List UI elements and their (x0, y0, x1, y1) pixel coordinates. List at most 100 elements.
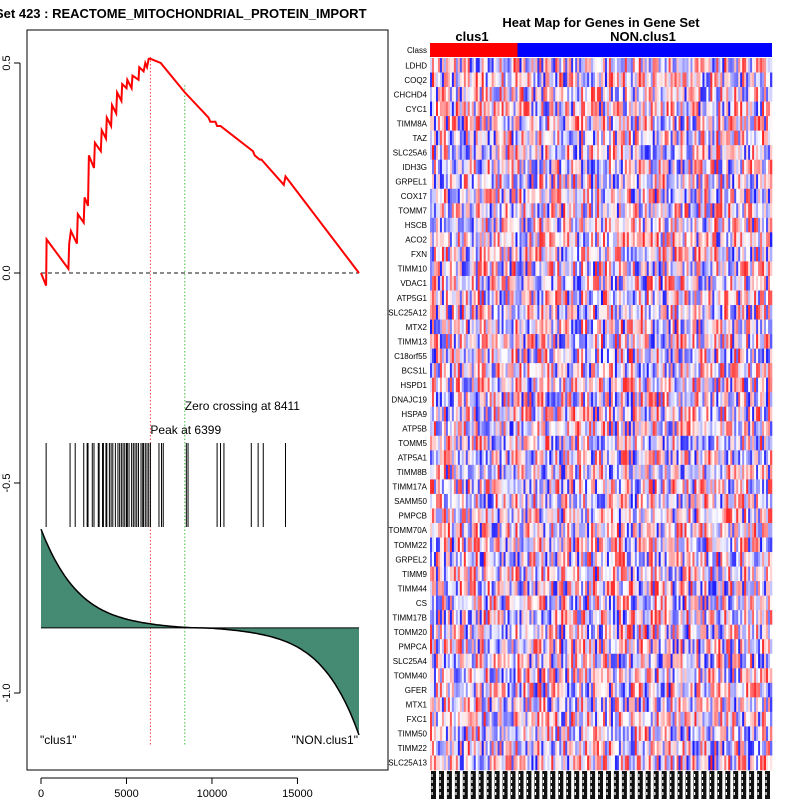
heatmap-cell (479, 261, 482, 277)
heatmap-cell (602, 188, 606, 204)
heatmap-cell (567, 246, 570, 262)
heatmap-cell (648, 290, 652, 306)
heatmap-cell (674, 261, 677, 277)
heatmap-cell (716, 363, 719, 378)
heatmap-cell (704, 145, 707, 161)
heatmap-cell (616, 174, 620, 190)
heatmap-cell (678, 72, 681, 88)
heatmap-cell (559, 130, 562, 146)
heatmap-cell (511, 58, 514, 73)
heatmap-cell (666, 188, 669, 204)
heatmap-cell (764, 203, 767, 219)
heatmap-cell (545, 145, 548, 161)
heatmap-cell (612, 116, 616, 131)
heatmap-cell (630, 58, 634, 73)
heatmap-cell (593, 450, 596, 466)
heatmap-cell (764, 305, 767, 320)
heatmap-cell (642, 363, 646, 378)
heatmap-cell (441, 450, 445, 466)
heatmap-cell (481, 275, 484, 291)
heatmap-cell (519, 174, 522, 190)
heatmap-cell (680, 261, 683, 277)
heatmap-cell (585, 334, 588, 349)
heatmap-cell (624, 87, 628, 102)
heatmap-cell (674, 232, 677, 248)
heatmap-cell (624, 188, 628, 204)
heatmap-cell (575, 392, 578, 408)
heatmap-cell (593, 305, 596, 320)
heatmap-cell (612, 130, 616, 146)
heatmap-cell (463, 319, 467, 335)
heatmap-cell (710, 232, 713, 248)
heatmap-cell (760, 392, 763, 408)
heatmap-cell (642, 392, 646, 408)
heatmap-cell (457, 261, 461, 277)
heatmap-cell (674, 450, 677, 466)
heatmap-cell (567, 348, 570, 364)
heatmap-cell (459, 464, 463, 480)
heatmap-cell (477, 246, 481, 262)
heatmap-cell (668, 130, 671, 146)
heatmap-cell (766, 319, 769, 335)
heatmap-cell (463, 72, 467, 88)
heatmap-cell (535, 290, 538, 306)
heatmap-cell (640, 450, 644, 466)
heatmap-cell (595, 58, 598, 73)
heatmap-cell (624, 58, 628, 73)
heatmap-cell (682, 377, 685, 393)
heatmap-cell (567, 116, 570, 131)
heatmap-cell (523, 87, 526, 102)
heatmap-cell (529, 392, 532, 408)
heatmap-cell (519, 435, 522, 451)
heatmap-cell (483, 377, 486, 393)
heatmap-cell (583, 305, 586, 320)
heatmap-cell (451, 217, 455, 233)
heatmap-cell (618, 377, 622, 393)
heatmap-cell (555, 203, 558, 219)
heatmap-cell (608, 450, 612, 466)
heatmap-cell (650, 392, 653, 408)
heatmap-cell (457, 203, 461, 219)
heatmap-cell (565, 174, 568, 190)
heatmap-cell (730, 217, 733, 233)
heatmap-cell (686, 159, 689, 175)
heatmap-cell (622, 334, 626, 349)
heatmap-cell (712, 305, 715, 320)
heatmap-cell (557, 217, 560, 233)
heatmap-cell (505, 363, 508, 378)
heatmap-cell (644, 421, 648, 437)
heatmap-cell (638, 406, 642, 422)
heatmap-cell (541, 348, 544, 364)
heatmap-cell (618, 319, 622, 335)
heatmap-cell (604, 275, 608, 291)
heatmap-cell (630, 72, 634, 88)
heatmap-cell (692, 319, 695, 335)
heatmap-cell (459, 290, 463, 306)
heatmap-cell (461, 72, 465, 88)
heatmap-cell (439, 363, 443, 378)
heatmap-cell (557, 290, 560, 306)
heatmap-cell (660, 319, 663, 335)
heatmap-cell (724, 275, 727, 291)
heatmap-cell (543, 421, 546, 437)
heatmap-cell (477, 87, 481, 102)
heatmap-cell (465, 246, 469, 262)
heatmap-cell (465, 377, 469, 393)
heatmap-cell (491, 87, 494, 102)
heatmap-cell (493, 450, 496, 466)
heatmap-cell (433, 450, 437, 466)
heatmap-cell (612, 58, 616, 73)
heatmap-cell (620, 275, 624, 291)
heatmap-cell (555, 363, 558, 378)
heatmap-cell (545, 275, 548, 291)
heatmap-cell (461, 319, 465, 335)
heatmap-cell (487, 435, 490, 451)
heatmap-cell (692, 290, 695, 306)
heatmap-cell (527, 319, 530, 335)
heatmap-cell (610, 290, 614, 306)
heatmap-cell (587, 246, 590, 262)
heatmap-cell (608, 435, 612, 451)
heatmap-cell (614, 58, 618, 73)
heatmap-cell (595, 217, 598, 233)
heatmap-cell (696, 116, 699, 131)
